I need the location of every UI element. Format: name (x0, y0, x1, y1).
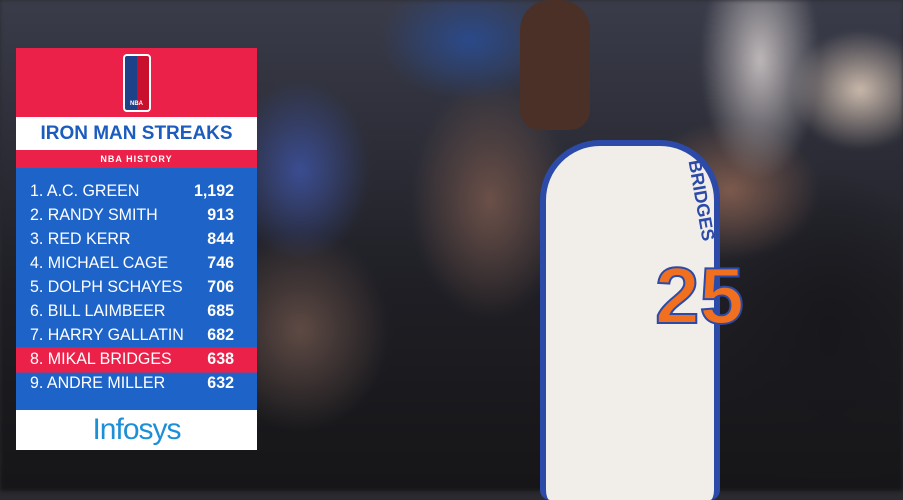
graphic-subtitle: NBA HISTORY (16, 150, 257, 168)
player-label: 6. BILL LAIMBEER (30, 302, 166, 321)
games-value: 1,192 (193, 182, 234, 201)
nba-logo-icon: NBA (122, 53, 151, 112)
player-label: 3. RED KERR (30, 230, 131, 249)
player-label: 1. A.C. GREEN (30, 182, 140, 201)
player-label: 5. DOLPH SCHAYES (30, 278, 183, 297)
list-item: 4. MICHAEL CAGE 746 (16, 251, 257, 276)
list-item: 7. HARRY GALLATIN 682 (16, 323, 257, 348)
player-label: 2. RANDY SMITH (30, 206, 158, 225)
header-band: NBA (16, 48, 257, 117)
player-head (520, 0, 590, 130)
games-value: 746 (207, 254, 234, 273)
list-item: 6. BILL LAIMBEER 685 (16, 299, 257, 324)
list-item-highlighted: 8. MIKAL BRIDGES 638 (16, 347, 257, 373)
games-value: 706 (207, 278, 234, 297)
games-value: 685 (207, 302, 234, 321)
jersey-number: 25 (654, 250, 745, 341)
games-value: 638 (207, 350, 234, 369)
list-item: 2. RANDY SMITH 913 (16, 203, 257, 228)
iron-man-streaks-graphic: NBA IRON MAN STREAKS NBA HISTORY 1. A.C.… (16, 48, 257, 450)
games-value: 844 (207, 230, 234, 249)
games-value: 913 (207, 206, 234, 225)
player-label: 7. HARRY GALLATIN (30, 326, 184, 345)
games-value: 682 (207, 326, 234, 345)
games-value: 632 (207, 374, 234, 393)
player-label: 9. ANDRE MILLER (30, 374, 166, 393)
list-item: 5. DOLPH SCHAYES 706 (16, 275, 257, 300)
player-jersey (540, 140, 720, 500)
graphic-title: IRON MAN STREAKS (16, 117, 257, 150)
list-item: 3. RED KERR 844 (16, 227, 257, 252)
logo-text: NBA (130, 100, 143, 107)
sponsor-logo: Infosys (16, 410, 257, 450)
leaderboard-list: 1. A.C. GREEN 1,192 2. RANDY SMITH 913 3. … (16, 168, 257, 410)
list-item: 1. A.C. GREEN 1,192 (16, 179, 257, 204)
player-label: 4. MICHAEL CAGE (30, 254, 169, 273)
player-label: 8. MIKAL BRIDGES (30, 350, 172, 369)
list-item: 9. ANDRE MILLER 632 (16, 371, 257, 396)
